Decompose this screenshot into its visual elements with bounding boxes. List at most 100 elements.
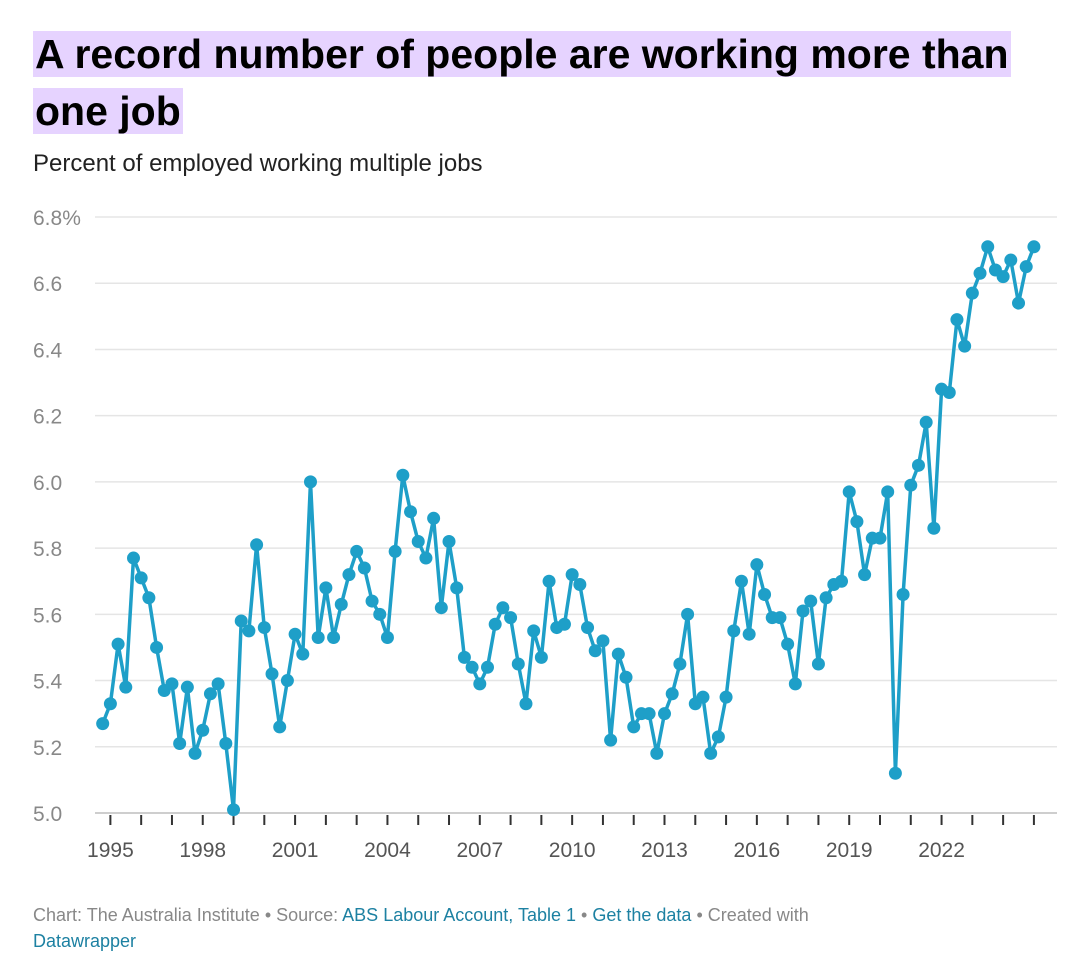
data-point [288,627,302,641]
data-point [588,644,602,658]
data-point [727,624,741,638]
data-point [842,485,856,499]
data-point [911,458,925,472]
data-point [96,717,110,731]
data-point [650,746,664,760]
data-point [196,723,210,737]
data-point [1027,240,1041,254]
data-point [704,746,718,760]
data-point [427,511,441,525]
data-point [973,266,987,280]
data-point [627,720,641,734]
data-point [581,621,595,635]
x-tick-label: 2010 [549,839,596,862]
y-tick-label: 6.8% [33,207,81,230]
data-point [658,707,672,721]
data-point [134,571,148,585]
data-point [927,521,941,535]
data-point [150,640,164,654]
y-tick-label: 6.4 [33,339,63,362]
data-point [450,581,464,595]
data-point [311,631,325,645]
data-point [527,624,541,638]
data-point [1004,253,1018,267]
data-point [342,568,356,582]
data-point [273,720,287,734]
data-point [111,637,125,651]
data-point [434,601,448,615]
data-point [673,657,687,671]
data-point [534,650,548,664]
data-point [480,660,494,674]
get-the-data-link[interactable]: Get the data [592,905,692,925]
data-point [896,587,910,601]
data-point [681,607,695,621]
data-point [881,485,895,499]
data-point [365,594,379,608]
data-point [981,240,995,254]
data-point [573,578,587,592]
data-point [750,558,764,572]
data-point [250,538,264,552]
data-point [511,657,525,671]
data-point [965,286,979,300]
data-point [488,617,502,631]
data-point [711,730,725,744]
data-point [811,657,825,671]
data-point [788,677,802,691]
x-tick-label: 2007 [456,839,503,862]
data-point [280,674,294,688]
data-point [596,634,610,648]
data-point [419,551,433,565]
data-point [457,650,471,664]
data-point [380,631,394,645]
created-with-text: • Created with [696,905,809,925]
chart-subtitle: Percent of employed working multiple job… [33,150,483,177]
x-tick-label: 2016 [733,839,780,862]
y-axis: 5.0 5.2 5.4 5.6 5.8 6.0 6.2 6.4 6.6 6.8% [33,207,81,826]
data-point [719,690,733,704]
series-line [101,245,1036,812]
data-point [858,568,872,582]
data-point [604,733,618,747]
data-point [465,660,479,674]
x-tick-label: 2013 [641,839,688,862]
data-point [557,617,571,631]
line-chart: 5.0 5.2 5.4 5.6 5.8 6.0 6.2 6.4 6.6 6.8% 1995 1998… [33,207,1057,862]
data-point [950,313,964,327]
data-point [219,736,233,750]
data-point [404,505,418,519]
data-point [265,667,279,681]
data-point [611,647,625,661]
y-tick-label: 5.0 [33,803,62,826]
data-point [473,677,487,691]
data-point [804,594,818,608]
credit-text: Chart: The Australia Institute [33,905,260,925]
x-tick-label: 2001 [272,839,319,862]
data-point [396,468,410,482]
data-point [296,647,310,661]
data-point [234,614,248,628]
x-tick-label: 2004 [364,839,411,862]
data-point [696,690,710,704]
data-point [180,680,194,694]
data-point [442,534,456,548]
data-point [542,574,556,588]
data-point [257,621,271,635]
data-point [942,385,956,399]
data-point [904,478,918,492]
data-point [126,551,140,565]
datawrapper-link[interactable]: Datawrapper [33,931,137,951]
data-point [734,574,748,588]
data-point [504,611,518,625]
data-point [565,568,579,582]
source-link[interactable]: ABS Labour Account, Table 1 [342,905,577,925]
chart-title: A record number of people are working mo… [33,31,1011,134]
x-tick-label: 1995 [87,839,134,862]
data-point [873,531,887,545]
source-prefix: • Source: [264,905,339,925]
separator: • [581,905,588,925]
data-point [388,544,402,558]
y-tick-label: 5.6 [33,604,62,627]
data-point [373,607,387,621]
